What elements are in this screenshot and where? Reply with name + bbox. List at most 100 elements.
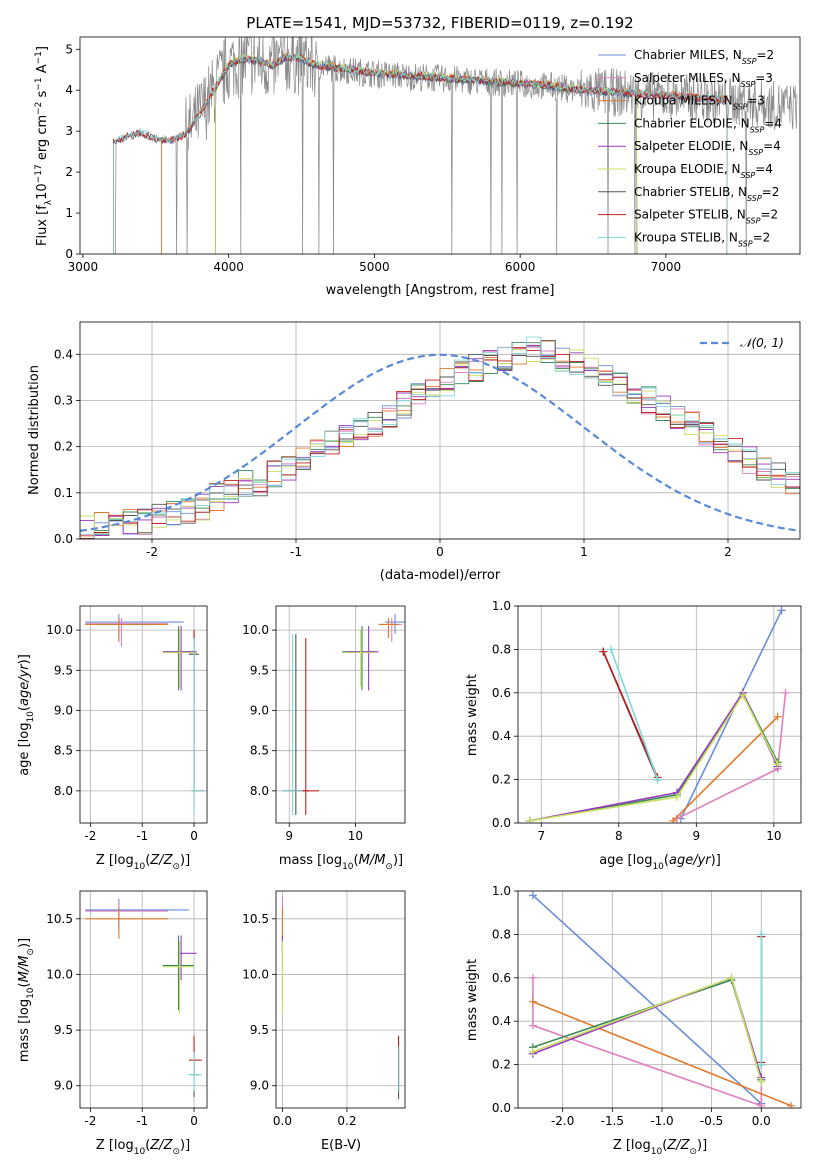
massz-ylabel: mass [log10(M/M⊙)]: [17, 938, 36, 1062]
agem-frame: [275, 605, 406, 824]
mwage-xlabel: age [log10(age/yr)]: [599, 853, 721, 872]
spectrum-panel: 3000 4000 5000 6000 7000 0 1 2 3 4 5 Chabrier MILES…: [34, 36, 801, 298]
massebv-xtick-label: 0.0: [273, 1114, 292, 1128]
spectrum-ytick-label: 2: [65, 165, 73, 179]
agez-xlabel: Z [log10(Z/Z⊙)]: [96, 853, 190, 872]
massz-ytick-label: 10.0: [46, 967, 73, 981]
legend-label-chabrier_miles: Chabrier MILES, NSSP=2: [634, 48, 774, 66]
hist-frame: [79, 321, 801, 540]
agem-xtick-label: 10: [348, 829, 363, 843]
spectrum-xlabel: wavelength [Angstrom, rest frame]: [326, 283, 555, 298]
spectrum-xtick-label: 4000: [213, 260, 244, 274]
mass_weight_vs_metallicity-line-salpeter_miles: [532, 977, 763, 1107]
agem-xtick-label: 9: [285, 829, 293, 843]
mass_weight_vs_age-ytick-label: 0.8: [492, 642, 511, 656]
massebv-xlabel: E(B-V): [321, 1138, 361, 1153]
mass_weight_vs_metallicity-marker-salpeter_miles: [528, 1021, 537, 1030]
massebv-xtick-label: 0.2: [337, 1114, 356, 1128]
mass_weight_vs_age-marker-salpeter_stelib: [599, 647, 608, 656]
mass_weight_vs_age-marker-kroupa_stelib: [607, 645, 616, 654]
spectrum-ylabel: Flux [fλ10−17 erg cm−2 s−1 A−1]: [34, 46, 54, 246]
legend-label-chabrier_stelib: Chabrier STELIB, NSSP=2: [634, 185, 779, 203]
mass-vs-ebv-panel: 0.0 0.2 9.0 9.5 10.0 10.5 E(B-V): [242, 890, 406, 1153]
spectrum-model-salpeter_elodie: [215, 53, 638, 254]
hist-step-salpeter_stelib: [80, 347, 800, 539]
mass_weight_vs_age-ytick-label: 1.0: [492, 599, 511, 613]
massz-ytick-label: 10.5: [46, 912, 73, 926]
hist-plot-area: [80, 336, 800, 539]
massebv-ytick-label: 9.0: [250, 1079, 269, 1093]
mass_weight_vs_age-line-kroupa_elodie: [529, 693, 779, 822]
mass_weight_vs_metallicity-line-chabrier_miles: [532, 894, 762, 1105]
mass_weight_vs_metallicity-marker-salpeter_miles: [757, 1101, 766, 1108]
mass_weight_vs_metallicity-marker-kroupa_miles: [528, 997, 537, 1006]
mass_weight_vs_age-line-chabrier_miles: [680, 609, 783, 820]
spectrum-ytick-label: 3: [65, 124, 73, 138]
agem-ytick-label: 8.0: [250, 784, 269, 798]
massebv-ytick-label: 9.5: [250, 1023, 269, 1037]
legend-label-chabrier_elodie: Chabrier ELODIE, NSSP=4: [634, 116, 782, 133]
mass_weight_vs_metallicity-marker-salpeter_miles: [528, 973, 537, 982]
hist-xtick-label: -1: [290, 545, 302, 559]
massz-frame: [79, 890, 208, 1109]
mass_weight_vs_age-marker-kroupa_elodie: [672, 792, 681, 801]
mass_weight_vs_metallicity-marker-kroupa_stelib: [757, 930, 766, 939]
massebv-plot-area: [281, 896, 400, 1100]
mass-vs-metallicity-panel: -2 -1 0 9.0 9.5 10.0 10.5 Z [log10(Z/Z⊙)] mass […: [17, 890, 208, 1157]
mass_weight_vs_age-line-kroupa_stelib: [610, 649, 659, 780]
mwz-ylabel: mass weight: [465, 959, 480, 1041]
mass_weight_vs_age-plot-area: [525, 606, 790, 823]
mass_weight_vs_age-marker-chabrier_miles: [777, 606, 786, 615]
age-vs-metallicity-panel: -2 -1 0 8.0 8.5 9.0 9.5 10.0 Z [log10(Z/Z⊙)] age …: [17, 605, 208, 872]
spectrum-data-line: [114, 37, 798, 254]
mass_weight_vs_metallicity-marker-kroupa_elodie: [757, 1077, 766, 1086]
massz-plot-area: [85, 898, 202, 1097]
massz-xtick-label: 0: [190, 1114, 198, 1128]
mass_weight_vs_age-ytick-label: 0.0: [492, 816, 511, 830]
mass_weight_vs_metallicity-ytick-label: 0.2: [492, 1058, 511, 1072]
agem-ytick-label: 9.5: [250, 663, 269, 677]
agez-ytick-label: 8.5: [54, 744, 73, 758]
mass-weight-vs-metallicity-panel: -2.0 -1.5 -1.0 -0.5 0.0 0.0 0.2 0.4 0.6 0.8 1.0 Z […: [465, 884, 802, 1157]
spectrum-plot-area: [113, 37, 798, 254]
agez-ytick-label: 10.0: [46, 623, 73, 637]
spectrum-xtick-label: 6000: [505, 260, 536, 274]
mass_weight_vs_metallicity-marker-kroupa_stelib: [757, 1060, 766, 1069]
hist-ytick-label: 0.3: [54, 393, 73, 407]
spectrum-xtick-label: 5000: [359, 260, 390, 274]
agem-ytick-label: 8.5: [250, 744, 269, 758]
age-vs-mass-panel: 9 10 8.0 8.5 9.0 9.5 10.0 mass [log10(M/M⊙)]: [242, 605, 406, 872]
agem-plot-area: [282, 614, 405, 815]
hist-ytick-label: 0.2: [54, 440, 73, 454]
figure-title: PLATE=1541, MJD=53732, FIBERID=0119, z=0…: [246, 14, 633, 32]
mass_weight_vs_age-marker-kroupa_miles: [669, 816, 678, 823]
agez-ytick-label: 8.0: [54, 784, 73, 798]
hist-step-kroupa_stelib: [80, 336, 800, 539]
hist-xtick-label: 1: [580, 545, 588, 559]
agez-plot-area: [85, 614, 205, 815]
mass_weight_vs_metallicity-ytick-label: 0.8: [492, 927, 511, 941]
massz-xtick-label: -1: [136, 1114, 148, 1128]
mwage-ylabel: mass weight: [465, 674, 480, 756]
massebv-frame: [275, 890, 406, 1109]
mwz-xlabel: Z [log10(Z/Z⊙)]: [613, 1138, 707, 1157]
massz-ytick-label: 9.5: [54, 1023, 73, 1037]
spectrum-ytick-label: 4: [65, 83, 73, 97]
agez-xtick-label: 0: [190, 829, 198, 843]
mass_weight_vs_age-xtick-label: 8: [615, 829, 623, 843]
hist-ytick-label: 0.0: [54, 532, 73, 546]
spectrum-xtick-label: 3000: [68, 260, 99, 274]
hist-ytick-label: 0.1: [54, 486, 73, 500]
spectrum-xtick-label: 7000: [651, 260, 682, 274]
mass_weight_vs_age-xtick-label: 9: [693, 829, 701, 843]
mass_weight_vs_metallicity-marker-kroupa_elodie: [727, 973, 736, 982]
mass_weight_vs_metallicity-line-kroupa_miles: [532, 1000, 792, 1107]
agez-ytick-label: 9.0: [54, 703, 73, 717]
mass_weight_vs_metallicity-line-salpeter_elodie: [532, 976, 763, 1078]
mass_weight_vs_metallicity-frame: [517, 890, 802, 1109]
mass_weight_vs_metallicity-ytick-label: 0.6: [492, 971, 511, 985]
mass_weight_vs_age-ytick-label: 0.6: [492, 686, 511, 700]
hist-xtick-label: 2: [724, 545, 732, 559]
hist-ylabel: Normed distribution: [27, 365, 42, 495]
